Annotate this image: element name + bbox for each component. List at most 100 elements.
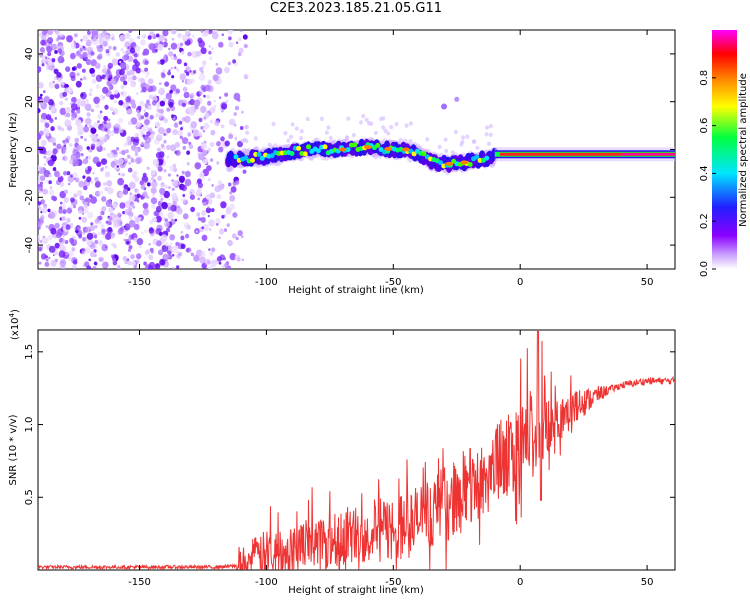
noise-blob — [208, 228, 212, 231]
noise-blob — [122, 55, 128, 62]
noise-blob — [136, 92, 139, 96]
noise-blob — [123, 80, 128, 86]
noise-blob — [92, 171, 95, 175]
noise-blob — [68, 143, 73, 147]
noise-blob — [74, 137, 80, 143]
noise-blob — [238, 37, 242, 42]
noise-blob — [88, 229, 92, 232]
noise-blob — [155, 113, 159, 118]
noise-blob — [163, 97, 168, 103]
noise-blob — [208, 248, 211, 251]
noise-blob — [102, 95, 106, 99]
ridge-peak — [259, 155, 265, 161]
noise-blob — [241, 235, 244, 239]
noise-blob — [90, 196, 97, 204]
noise-blob — [198, 73, 206, 81]
noise-blob — [86, 265, 92, 269]
ridge-peak — [256, 151, 262, 157]
noise-blob — [143, 109, 147, 113]
ridge-peak — [322, 144, 328, 150]
noise-blob — [229, 191, 233, 195]
noise-blob — [149, 220, 153, 225]
noise-blob — [89, 134, 93, 138]
noise-blob — [253, 136, 258, 141]
noise-blob — [53, 76, 58, 81]
noise-blob — [82, 68, 86, 73]
noise-blob — [104, 186, 109, 192]
noise-blob — [108, 152, 115, 159]
noise-blob — [43, 128, 50, 136]
noise-blob — [199, 67, 203, 72]
noise-blob — [175, 241, 179, 246]
noise-blob — [83, 126, 89, 133]
noise-blob — [187, 106, 195, 114]
noise-blob — [203, 94, 206, 98]
noise-blob — [225, 261, 230, 265]
noise-blob — [75, 119, 82, 127]
noise-blob — [189, 70, 192, 73]
noise-blob — [88, 258, 91, 262]
noise-blob — [92, 122, 99, 129]
noise-blob — [408, 139, 413, 144]
noise-blob — [218, 146, 224, 153]
noise-blob — [90, 108, 95, 113]
noise-blob — [60, 58, 65, 63]
noise-blob — [43, 203, 48, 208]
noise-blob — [109, 94, 115, 100]
noise-blob — [52, 80, 55, 84]
x-tick-label: -50 — [385, 277, 401, 288]
noise-blob — [57, 175, 64, 183]
noise-blob — [223, 228, 228, 232]
noise-blob — [144, 229, 148, 233]
noise-blob — [172, 163, 177, 168]
noise-blob — [112, 243, 117, 249]
noise-blob — [240, 138, 245, 143]
noise-blob — [155, 152, 162, 159]
noise-blob — [128, 245, 133, 250]
noise-blob — [196, 178, 202, 185]
spectrogram-plot: -150 -100 -50 0 50 -40 -20 0 20 40 Height of str… — [8, 29, 676, 296]
noise-blob — [39, 93, 43, 97]
noise-blob — [172, 267, 175, 269]
noise-blob — [159, 258, 166, 266]
noise-blob — [38, 201, 42, 206]
noise-blob — [85, 167, 89, 171]
noise-blob — [207, 147, 211, 152]
noise-blob — [99, 52, 103, 57]
noise-blob — [227, 239, 233, 247]
noise-blob — [115, 147, 120, 151]
noise-blob — [213, 99, 216, 103]
noise-blob — [190, 206, 196, 213]
x-tick-label: 50 — [641, 577, 654, 588]
noise-blob — [214, 120, 220, 126]
noise-blob — [216, 161, 220, 165]
noise-blob — [74, 240, 77, 244]
ridge-peak — [460, 160, 469, 165]
noise-blob — [299, 129, 304, 134]
noise-blob — [110, 78, 116, 85]
y-tick-label: 1.0 — [24, 417, 35, 433]
ridge-peak — [384, 147, 393, 152]
noise-blob — [82, 232, 85, 235]
noise-blob — [221, 33, 224, 36]
colorbar-ticks: 0.0 0.2 0.4 0.6 0.8 — [699, 70, 716, 277]
noise-blob — [62, 209, 67, 215]
noise-blob — [148, 94, 154, 100]
ridge-peak — [484, 155, 490, 161]
noise-blob — [144, 250, 149, 256]
noise-blob — [65, 224, 71, 230]
noise-blob — [203, 158, 208, 165]
noise-blob — [200, 142, 207, 150]
noise-blob — [82, 175, 86, 179]
noise-blob — [86, 182, 89, 186]
noise-blob — [148, 261, 156, 269]
noise-blob — [104, 245, 108, 249]
noise-blob — [103, 115, 108, 122]
noise-blob — [226, 206, 231, 212]
noise-blob — [167, 255, 170, 259]
noise-blob — [72, 159, 80, 167]
noise-blob — [105, 122, 112, 129]
noise-blob — [135, 259, 140, 264]
noise-blob — [98, 38, 105, 46]
noise-blob — [223, 214, 227, 218]
